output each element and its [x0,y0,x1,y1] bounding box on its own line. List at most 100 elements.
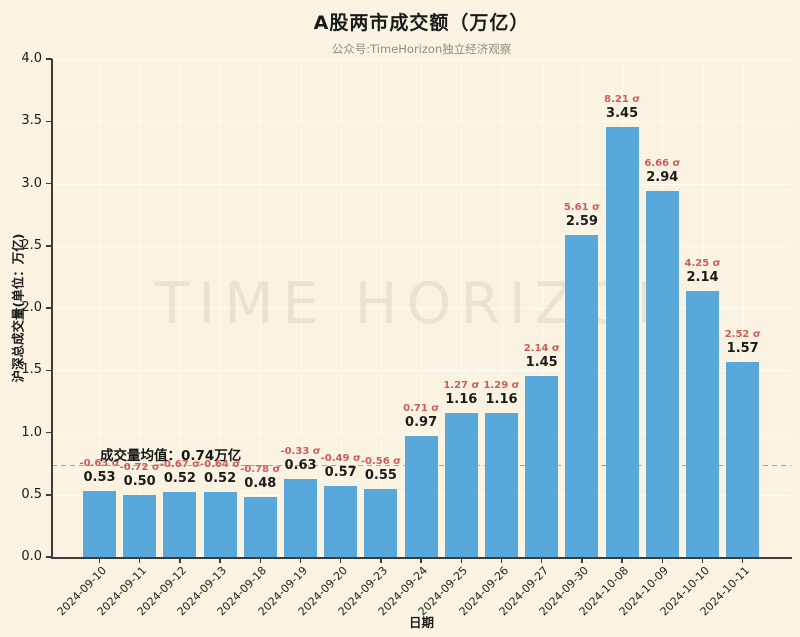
bar-sigma-label: 8.21 σ [604,94,641,106]
bar-sigma-label: -0.67 σ [159,459,200,471]
bar-2024-09-20 [324,486,358,557]
bar-value-label: 0.57 [324,465,357,481]
bar-sigma-label: -0.63 σ [79,458,120,470]
x-tick-mark [420,559,422,563]
bar-value-label: 3.45 [606,106,639,122]
y-tick-mark [46,58,52,60]
bar-2024-09-12 [163,492,197,557]
gridline-vertical [340,59,342,557]
bar-2024-09-26 [485,412,518,557]
y-tick-mark [46,182,52,185]
bar-value-label: 1.45 [525,355,558,371]
bar-2024-09-25 [444,412,478,557]
x-tick-mark [701,559,704,563]
y-tick-label: 4.0 [21,51,42,66]
bar-2024-09-10 [83,491,116,557]
bar-value-label: 0.97 [405,415,438,431]
bar-sigma-label: -0.64 σ [200,459,241,471]
bar-value-label: 0.50 [123,473,156,489]
gridline-vertical [421,59,423,557]
x-tick-mark [581,559,583,563]
x-tick-mark [500,559,503,563]
x-tick-mark [661,559,664,563]
y-tick-mark [46,431,52,434]
bar-value-label: 0.55 [364,467,397,483]
bar-sigma-label: -0.72 σ [119,461,160,473]
plot-area: TIME HORIZON 成交量均值：0.74万亿 0.53 -0.63 σ 0.5… [21,51,792,618]
y-tick-label: 1.0 [21,424,42,440]
x-tick-mark [259,559,262,563]
bar-2024-09-30 [565,234,599,557]
watermark-text: TIME HORIZON [154,271,689,337]
y-tick-label: 3.5 [21,113,42,129]
gridline-vertical [139,59,141,557]
y-tick-mark [46,369,52,371]
bar-value-label: 1.16 [445,391,478,407]
y-tick-mark [46,556,52,558]
bar-value-label: 1.57 [726,340,759,356]
bar-sigma-label: -0.49 σ [320,453,361,465]
x-axis-spine [51,557,792,559]
x-tick-mark [460,559,463,563]
gridline-vertical [541,59,543,557]
gridline-vertical [380,59,382,557]
bar-sigma-label: -0.56 σ [360,455,401,467]
bar-value-label: 1.16 [485,391,518,407]
x-tick-mark [98,559,101,563]
page-title: A股两市成交额（万亿） [313,12,530,34]
x-tick-mark [380,559,382,563]
gridline-vertical [179,59,181,557]
gridline-vertical [300,59,302,557]
bar-2024-09-24 [404,436,438,557]
gridline-vertical [260,59,262,557]
bar-2024-10-09 [645,190,679,557]
bar-sigma-label: 2.52 σ [724,328,761,340]
bar-value-label: 2.59 [565,213,598,229]
mean-annotation: 成交量均值：0.74万亿 [100,447,242,464]
bar-2024-09-27 [525,376,559,557]
bar-value-label: 0.52 [163,471,196,487]
y-tick-label: 2.5 [21,237,42,253]
bar-value-label: 0.63 [284,457,317,473]
gridline-vertical [501,59,503,557]
y-tick-label: 0.0 [21,549,42,564]
bar-value-label: 2.94 [646,169,679,185]
bar-sigma-label: -0.78 σ [240,464,281,476]
gridline-vertical [461,59,463,557]
x-tick-mark [540,559,543,563]
bar-2024-09-19 [284,478,317,557]
bar-sigma-label: 1.27 σ [443,379,480,391]
bar-sigma-label: 4.25 σ [684,257,721,269]
bar-2024-09-18 [243,497,277,557]
gridline-vertical [742,59,744,557]
gridline-vertical [99,59,101,557]
x-tick-mark [219,559,221,563]
x-tick-mark [621,559,623,563]
bar-value-label: 0.48 [244,476,277,492]
bar-value-label: 2.14 [686,269,719,285]
x-tick-mark [339,559,342,563]
x-tick-mark [179,559,181,563]
y-tick-label: 0.5 [21,486,42,502]
y-axis-label: 沪深总成交量(单位：万亿) [10,233,26,383]
y-tick-mark [46,307,52,309]
x-tick-mark [299,559,302,563]
bar-sigma-label: -0.33 σ [280,445,321,457]
bar-sigma-label: 0.71 σ [403,403,440,415]
y-tick-label: 3.0 [21,175,42,191]
y-tick-mark [46,245,52,247]
bar-2024-10-08 [605,127,639,557]
y-tick-label: 2.0 [21,300,42,315]
bar-2024-10-11 [726,361,760,557]
bar-sigma-label: 1.29 σ [483,379,520,391]
bar-value-label: 0.52 [204,471,237,487]
bar-2024-09-13 [203,492,237,557]
x-tick-mark [741,559,744,563]
y-axis-spine [51,59,53,557]
bar-2024-09-23 [364,488,398,557]
x-tick-mark [138,559,141,563]
y-tick-label: 1.5 [21,362,42,378]
bar-value-label: 0.53 [83,470,116,486]
bar-2024-10-10 [686,290,719,557]
